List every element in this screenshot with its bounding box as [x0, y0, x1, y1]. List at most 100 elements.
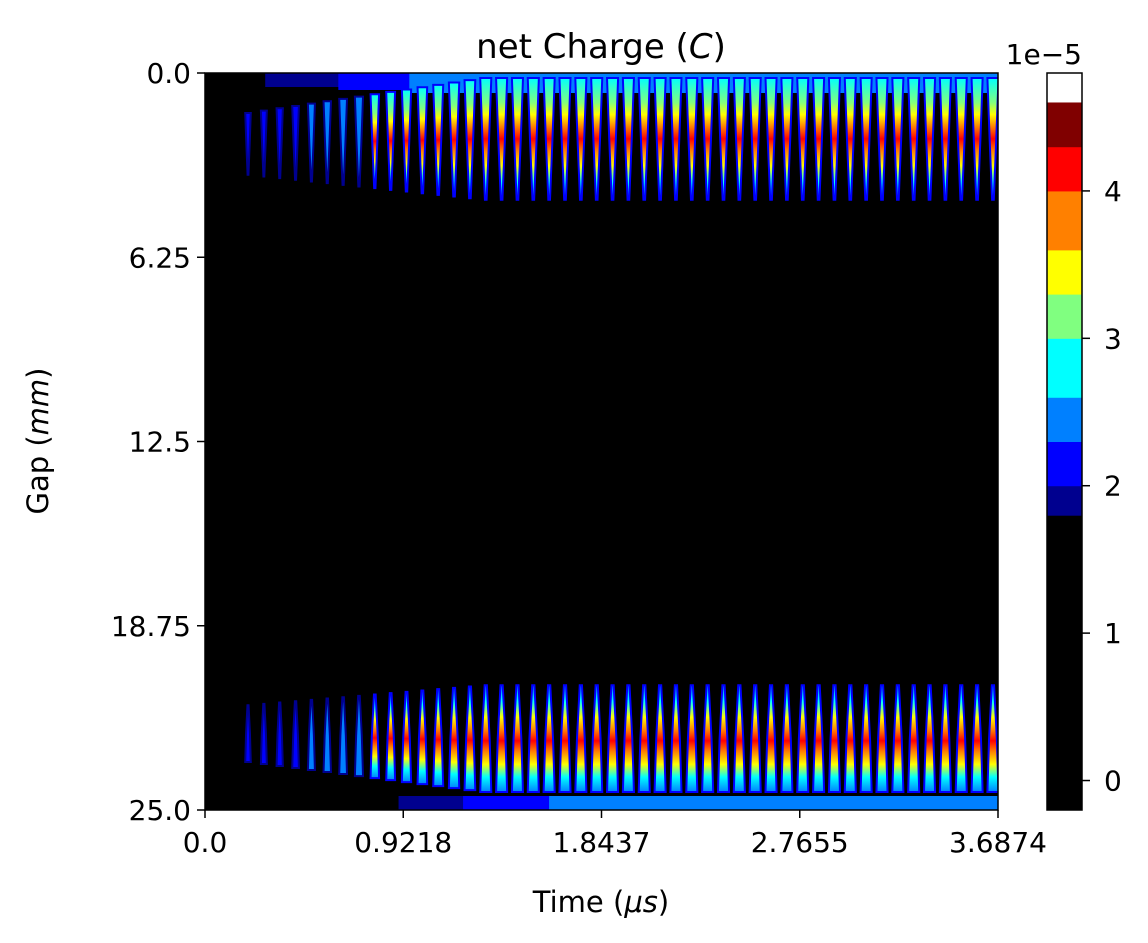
- x-tick-label: 2.7655: [751, 826, 849, 859]
- y-axis-label: Gap (mm): [21, 367, 55, 514]
- colorbar-segment: [1047, 441, 1082, 487]
- bottom-pulse: [827, 684, 842, 793]
- bottom-pulse: [526, 684, 540, 793]
- top-pulse: [843, 77, 857, 201]
- top-pulse: [669, 77, 683, 201]
- top-pulse: [510, 77, 525, 201]
- x-axis-label: Time (μs): [532, 885, 669, 919]
- bottom-pulse: [859, 684, 873, 793]
- bottom-pulse: [385, 692, 397, 782]
- bottom-pulse: [291, 700, 300, 770]
- top-pulse: [796, 77, 810, 201]
- top-pulse: [827, 77, 842, 201]
- top-pulse: [244, 112, 252, 176]
- bottom-pulse: [843, 684, 857, 793]
- top-pulse: [526, 77, 540, 201]
- bottom-pulse: [574, 684, 588, 793]
- colorbar-segment: [1047, 249, 1082, 295]
- top-pulse: [764, 77, 778, 201]
- y-tick-label: 25.0: [129, 794, 191, 827]
- top-pulse: [369, 93, 381, 190]
- top-pulse: [306, 102, 316, 183]
- bottom-pulse: [986, 684, 998, 793]
- x-tick-label: 3.6874: [949, 826, 1047, 859]
- bottom-pulse: [495, 684, 509, 793]
- bottom-pulse: [716, 684, 731, 793]
- top-pulse: [353, 95, 365, 188]
- colorbar-segment: [1047, 190, 1082, 251]
- bottom-pulse: [510, 684, 525, 793]
- colorbar-tick-label: 4: [1104, 175, 1122, 208]
- top-pulse: [605, 77, 620, 201]
- bottom-pulse: [938, 684, 952, 793]
- colorbar-tick-label: 3: [1104, 322, 1122, 355]
- bottom-pulse: [732, 684, 746, 793]
- top-pulse: [495, 77, 509, 201]
- top-pulse: [259, 109, 268, 178]
- bottom-pulse: [922, 684, 937, 793]
- top-pulse: [891, 77, 905, 201]
- bottom-pulse: [653, 684, 667, 793]
- top-pulse: [447, 81, 461, 198]
- colorbar-frame: [1046, 72, 1083, 811]
- top-pulse: [986, 77, 998, 201]
- charge-bands: [244, 73, 998, 810]
- bottom-pulse: [701, 684, 715, 793]
- top-pulse: [385, 90, 397, 191]
- top-pulse: [479, 77, 493, 201]
- colorbar-segment: [1047, 294, 1082, 339]
- top-pulse: [542, 77, 556, 201]
- bottom-pulse: [605, 684, 620, 793]
- top-base-layer: [338, 73, 423, 90]
- bottom-pulse: [259, 702, 268, 766]
- top-pulse: [416, 86, 429, 195]
- bottom-pulse: [353, 694, 365, 778]
- top-pulse: [970, 77, 984, 201]
- top-pulse: [780, 77, 794, 201]
- bottom-pulse: [637, 684, 651, 793]
- top-pulse: [637, 77, 651, 201]
- top-pulse: [574, 77, 588, 201]
- y-tick-label: 0.0: [146, 57, 191, 90]
- chart-title: net Charge (C): [476, 27, 726, 67]
- colorbar-tick-label: 1: [1104, 617, 1122, 650]
- bottom-pulse: [338, 696, 349, 776]
- bottom-pulse: [764, 684, 778, 793]
- top-pulse: [685, 77, 699, 201]
- bottom-pulse: [275, 701, 284, 768]
- x-tick-label: 0.9218: [354, 826, 452, 859]
- colorbar: 0 1 2 3 4: [1046, 72, 1122, 811]
- bottom-pulse: [907, 684, 921, 793]
- x-tick-label: 0.0: [183, 826, 228, 859]
- colorbar-segment: [1047, 146, 1082, 192]
- top-pulse: [812, 77, 826, 201]
- y-tick-label: 6.25: [129, 241, 191, 274]
- top-pulse: [291, 104, 300, 181]
- colorbar-segment: [1047, 102, 1082, 148]
- top-pulse: [938, 77, 952, 201]
- bottom-pulse: [447, 686, 461, 790]
- top-base-layer: [265, 73, 362, 87]
- top-pulse: [322, 100, 332, 185]
- bottom-pulse: [954, 684, 968, 793]
- top-pulse: [701, 77, 715, 201]
- bottom-pulse: [669, 684, 683, 793]
- bottom-pulse: [479, 684, 493, 793]
- top-pulse: [463, 79, 477, 200]
- bottom-pulse: [244, 704, 252, 763]
- y-tick-label: 18.75: [111, 610, 191, 643]
- colorbar-segment: [1047, 338, 1082, 398]
- bottom-pulse: [875, 684, 889, 793]
- top-pulse: [732, 77, 746, 201]
- top-pulse: [621, 77, 635, 201]
- top-pulse: [907, 77, 921, 201]
- x-tick-label: 1.8437: [553, 826, 651, 859]
- bottom-pulse: [796, 684, 810, 793]
- colorbar-tick-label: 0: [1104, 765, 1122, 798]
- colorbar-multiplier: 1e−5: [1006, 38, 1082, 71]
- colorbar-tick-label: 2: [1104, 470, 1122, 503]
- top-pulse: [558, 77, 572, 201]
- top-pulse: [590, 77, 604, 201]
- top-pulse: [400, 88, 413, 193]
